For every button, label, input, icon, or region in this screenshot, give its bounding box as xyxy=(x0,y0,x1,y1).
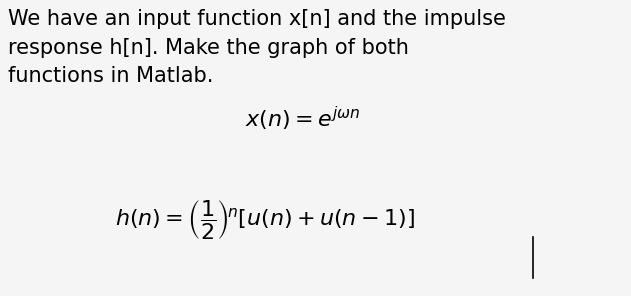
Text: $x(n) = e^{j\omega n}$: $x(n) = e^{j\omega n}$ xyxy=(245,104,360,133)
Text: $h(n) = \left(\dfrac{1}{2}\right)^{\!n}[u(n) + u(n-1)]$: $h(n) = \left(\dfrac{1}{2}\right)^{\!n}[… xyxy=(115,197,415,241)
Text: We have an input function x[n] and the impulse
response h[n]. Make the graph of : We have an input function x[n] and the i… xyxy=(8,9,505,86)
